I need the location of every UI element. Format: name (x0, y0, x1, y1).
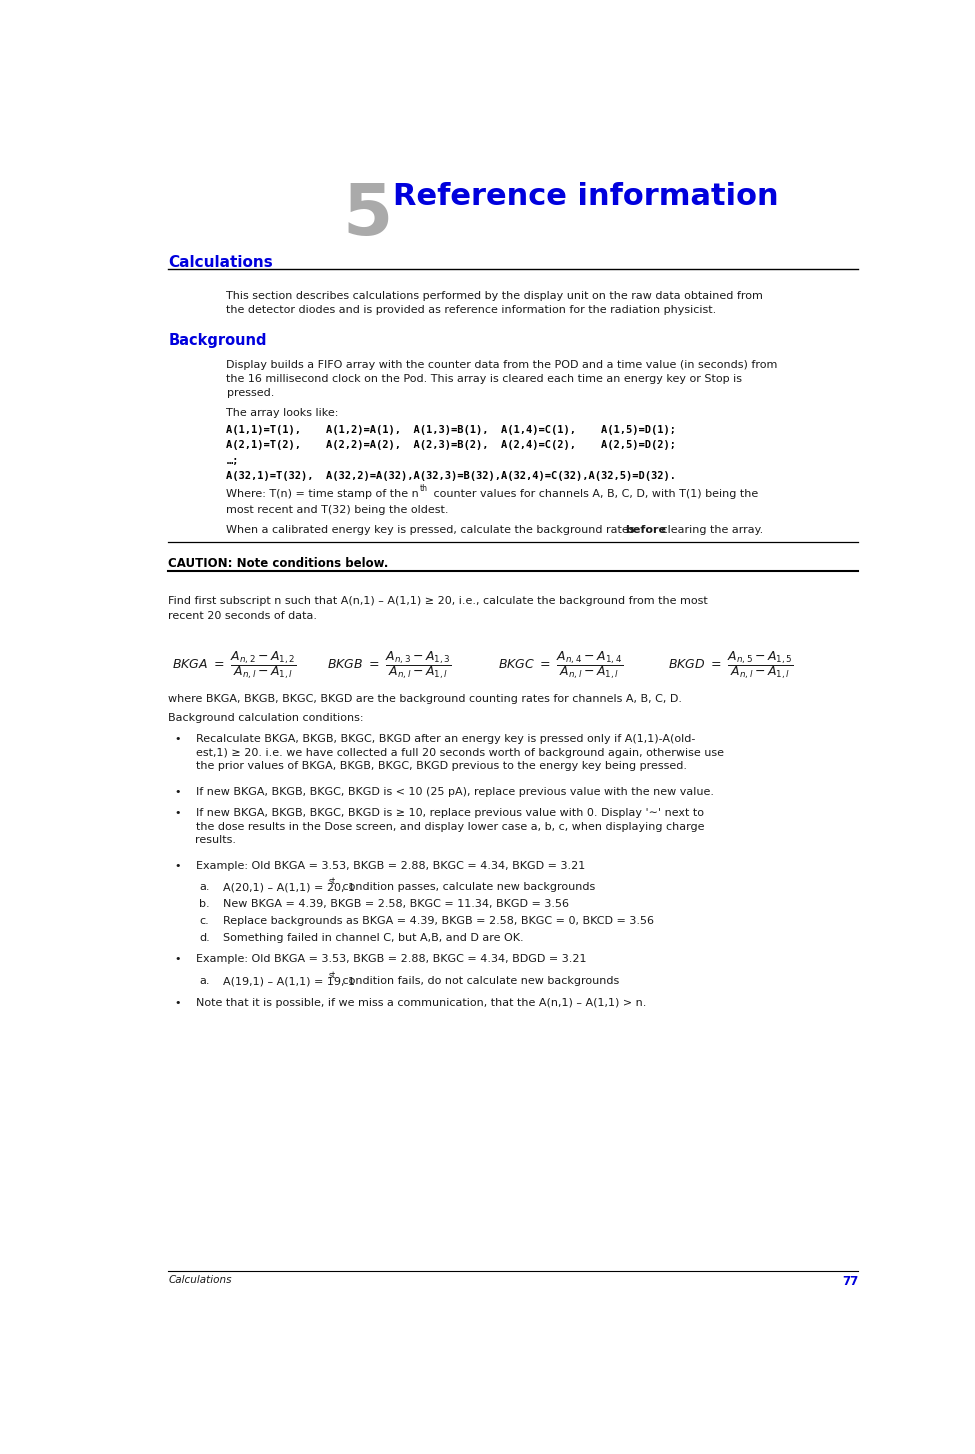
Text: A(2,1)=T(2),    A(2,2)=A(2),  A(2,3)=B(2),  A(2,4)=C(2),    A(2,5)=D(2);: A(2,1)=T(2), A(2,2)=A(2), A(2,3)=B(2), A… (226, 441, 677, 451)
Text: Where: T(n) = time stamp of the n: Where: T(n) = time stamp of the n (226, 490, 419, 499)
Text: Replace backgrounds as BKGA = 4.39, BKGB = 2.58, BKGC = 0, BKCD = 3.56: Replace backgrounds as BKGA = 4.39, BKGB… (222, 916, 653, 926)
Text: $\mathit{BKGC}\ =\ \dfrac{A_{n,4}-A_{1,4}}{A_{n,l}-A_{1,l}}$: $\mathit{BKGC}\ =\ \dfrac{A_{n,4}-A_{1,4… (498, 650, 623, 682)
Text: Background: Background (169, 333, 267, 348)
Text: where BKGA, BKGB, BKGC, BKGD are the background counting rates for channels A, B: where BKGA, BKGB, BKGC, BKGD are the bac… (169, 694, 682, 704)
Text: When a calibrated energy key is pressed, calculate the background rates: When a calibrated energy key is pressed,… (226, 525, 639, 535)
Text: A(32,1)=T(32),  A(32,2)=A(32),A(32,3)=B(32),A(32,4)=C(32),A(32,5)=D(32).: A(32,1)=T(32), A(32,2)=A(32),A(32,3)=B(3… (226, 471, 677, 481)
Text: st: st (329, 877, 335, 885)
Text: …;: …; (226, 455, 239, 465)
Text: •: • (175, 787, 181, 797)
Text: Calculations: Calculations (169, 256, 273, 270)
Text: CAUTION: Note conditions below.: CAUTION: Note conditions below. (169, 557, 389, 570)
Text: $\mathit{BKGD}\ =\ \dfrac{A_{n,5}-A_{1,5}}{A_{n,l}-A_{1,l}}$: $\mathit{BKGD}\ =\ \dfrac{A_{n,5}-A_{1,5… (668, 650, 795, 682)
Text: Example: Old BKGA = 3.53, BKGB = 2.88, BKGC = 4.34, BKGD = 3.21: Example: Old BKGA = 3.53, BKGB = 2.88, B… (196, 861, 585, 871)
Text: condition passes, calculate new backgrounds: condition passes, calculate new backgrou… (338, 883, 595, 893)
Text: th: th (419, 484, 427, 493)
Text: •: • (175, 734, 181, 744)
Text: Note that it is possible, if we miss a communication, that the A(n,1) – A(1,1) >: Note that it is possible, if we miss a c… (196, 997, 645, 1008)
Text: •: • (175, 808, 181, 819)
Text: Reference information: Reference information (393, 182, 779, 211)
Text: •: • (175, 954, 181, 964)
Text: d.: d. (199, 933, 211, 944)
Text: before: before (626, 525, 667, 535)
Text: The array looks like:: The array looks like: (226, 407, 339, 417)
Text: condition fails, do not calculate new backgrounds: condition fails, do not calculate new ba… (338, 976, 619, 986)
Text: A(1,1)=T(1),    A(1,2)=A(1),  A(1,3)=B(1),  A(1,4)=C(1),    A(1,5)=D(1);: A(1,1)=T(1), A(1,2)=A(1), A(1,3)=B(1), A… (226, 425, 677, 435)
Text: a.: a. (199, 883, 210, 893)
Text: •: • (175, 861, 181, 871)
Text: clearing the array.: clearing the array. (658, 525, 763, 535)
Text: A(19,1) – A(1,1) = 19, 1: A(19,1) – A(1,1) = 19, 1 (222, 976, 355, 986)
Text: c.: c. (199, 916, 209, 926)
Text: Example: Old BKGA = 3.53, BKGB = 2.88, BKGC = 4.34, BDGD = 3.21: Example: Old BKGA = 3.53, BKGB = 2.88, B… (196, 954, 586, 964)
Text: Display builds a FIFO array with the counter data from the POD and a time value : Display builds a FIFO array with the cou… (226, 361, 778, 398)
Text: If new BKGA, BKGB, BKGC, BKGD is ≥ 10, replace previous value with 0. Display '∼: If new BKGA, BKGB, BKGC, BKGD is ≥ 10, r… (196, 808, 704, 845)
Text: Background calculation conditions:: Background calculation conditions: (169, 712, 364, 723)
Text: New BKGA = 4.39, BKGB = 2.58, BKGC = 11.34, BKGD = 3.56: New BKGA = 4.39, BKGB = 2.58, BKGC = 11.… (222, 899, 568, 909)
Text: $\mathit{BKGB}\ =\ \dfrac{A_{n,3}-A_{1,3}}{A_{n,l}-A_{1,l}}$: $\mathit{BKGB}\ =\ \dfrac{A_{n,3}-A_{1,3… (328, 650, 452, 682)
Text: Something failed in channel C, but A,B, and D are OK.: Something failed in channel C, but A,B, … (222, 933, 524, 944)
Text: recent 20 seconds of data.: recent 20 seconds of data. (169, 611, 318, 621)
Text: a.: a. (199, 976, 210, 986)
Text: 5: 5 (343, 180, 393, 250)
Text: $\mathit{BKGA}\ =\ \dfrac{A_{n,2}-A_{1,2}}{A_{n,l}-A_{1,l}}$: $\mathit{BKGA}\ =\ \dfrac{A_{n,2}-A_{1,2… (173, 650, 297, 682)
Text: •: • (175, 997, 181, 1008)
Text: If new BKGA, BKGB, BKGC, BKGD is < 10 (25 pA), replace previous value with the n: If new BKGA, BKGB, BKGC, BKGD is < 10 (2… (196, 787, 714, 797)
Text: Recalculate BKGA, BKGB, BKGC, BKGD after an energy key is pressed only if A(1,1): Recalculate BKGA, BKGB, BKGC, BKGD after… (196, 734, 723, 772)
Text: A(20,1) – A(1,1) = 20, 1: A(20,1) – A(1,1) = 20, 1 (222, 883, 355, 893)
Text: counter values for channels A, B, C, D, with T(1) being the: counter values for channels A, B, C, D, … (430, 490, 759, 499)
Text: 77: 77 (841, 1275, 858, 1288)
Text: This section describes calculations performed by the display unit on the raw dat: This section describes calculations perf… (226, 291, 763, 314)
Text: b.: b. (199, 899, 210, 909)
Text: Calculations: Calculations (169, 1275, 232, 1285)
Text: most recent and T(32) being the oldest.: most recent and T(32) being the oldest. (226, 505, 449, 515)
Text: Find first subscript n such that A(n,1) – A(1,1) ≥ 20, i.e., calculate the backg: Find first subscript n such that A(n,1) … (169, 596, 708, 606)
Text: st: st (329, 971, 335, 980)
